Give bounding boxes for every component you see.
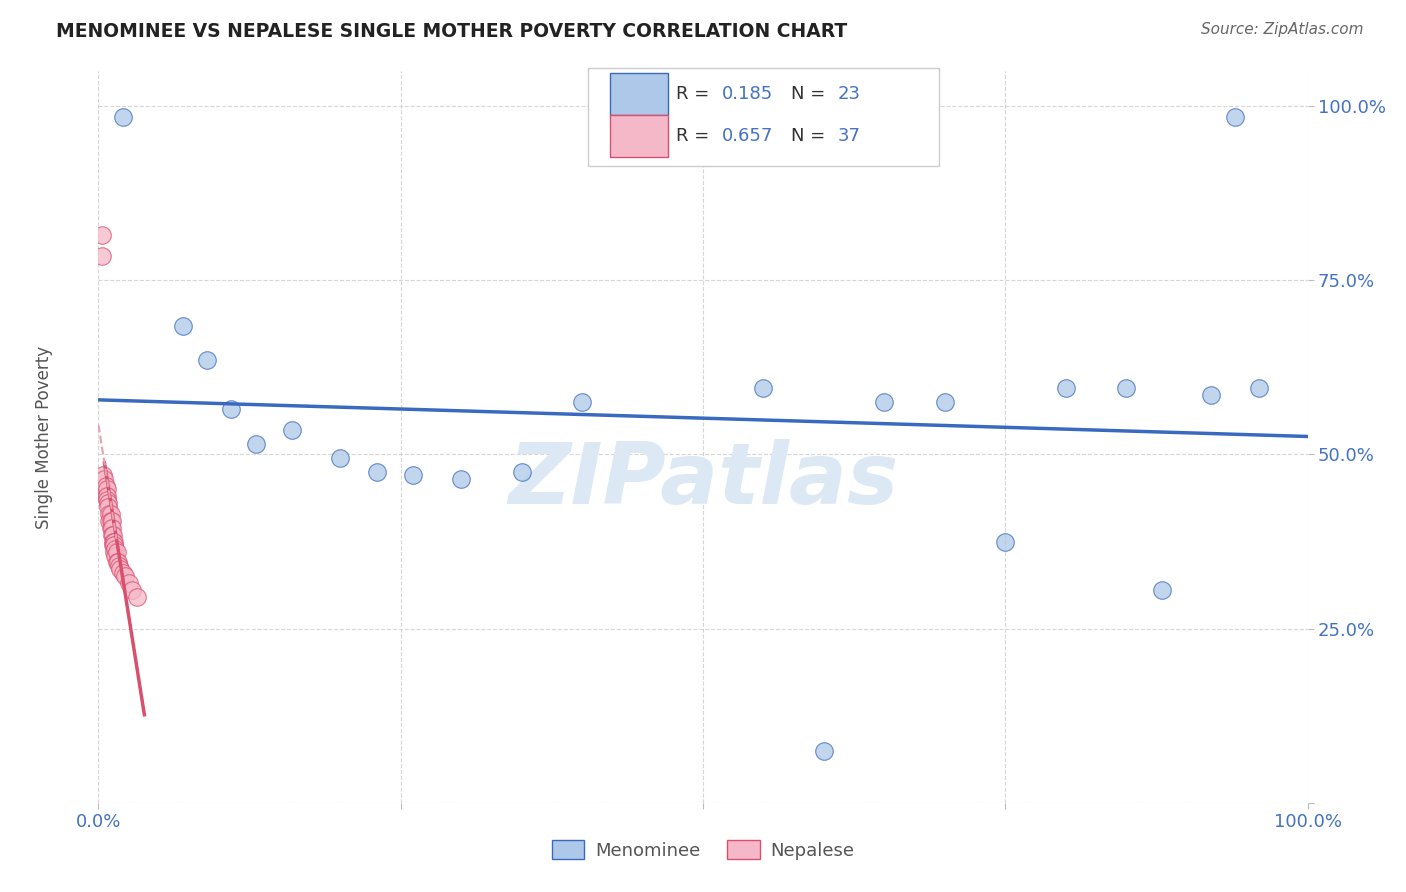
FancyBboxPatch shape	[610, 115, 668, 158]
Point	[329, 450, 352, 465]
Point	[93, 472, 115, 486]
Text: N =: N =	[792, 85, 831, 103]
Point	[101, 538, 124, 552]
Point	[1054, 381, 1077, 395]
Text: ZIPatlas: ZIPatlas	[508, 440, 898, 523]
Point	[103, 545, 125, 559]
Point	[450, 472, 472, 486]
Text: N =: N =	[792, 128, 831, 145]
Point	[934, 395, 956, 409]
Point	[96, 489, 118, 503]
Point	[97, 496, 120, 510]
Point	[1223, 110, 1246, 124]
Point	[752, 381, 775, 395]
Point	[1199, 388, 1222, 402]
Point	[97, 500, 120, 514]
Point	[103, 538, 125, 552]
Point	[91, 468, 114, 483]
Point	[104, 541, 127, 556]
Point	[245, 437, 267, 451]
Text: 37: 37	[837, 128, 860, 145]
Point	[571, 395, 593, 409]
Point	[101, 534, 124, 549]
Point	[94, 479, 117, 493]
Text: R =: R =	[676, 128, 716, 145]
Point	[108, 562, 131, 576]
FancyBboxPatch shape	[588, 68, 939, 167]
Point	[103, 534, 125, 549]
Point	[107, 556, 129, 570]
Point	[221, 402, 243, 417]
Point	[98, 507, 121, 521]
Point	[101, 527, 124, 541]
Point	[195, 353, 218, 368]
Point	[108, 558, 131, 573]
Point	[105, 545, 128, 559]
Text: R =: R =	[676, 85, 716, 103]
Point	[100, 521, 122, 535]
Point	[111, 566, 134, 580]
Point	[98, 514, 121, 528]
Point	[91, 228, 114, 243]
Text: 23: 23	[837, 85, 860, 103]
Legend: Menominee, Nepalese: Menominee, Nepalese	[544, 833, 862, 867]
Point	[114, 569, 136, 583]
Text: Single Mother Poverty: Single Mother Poverty	[35, 345, 53, 529]
Point	[100, 514, 122, 528]
Point	[100, 527, 122, 541]
Point	[281, 423, 304, 437]
Point	[1152, 583, 1174, 598]
Point	[813, 743, 835, 757]
Text: 0.185: 0.185	[723, 85, 773, 103]
Point	[96, 492, 118, 507]
Point	[105, 556, 128, 570]
Point	[100, 514, 122, 528]
Point	[91, 249, 114, 263]
Point	[111, 110, 134, 124]
Text: 0.657: 0.657	[723, 128, 773, 145]
Text: MENOMINEE VS NEPALESE SINGLE MOTHER POVERTY CORRELATION CHART: MENOMINEE VS NEPALESE SINGLE MOTHER POVE…	[56, 22, 848, 41]
Point	[127, 591, 149, 605]
Point	[873, 395, 896, 409]
Point	[96, 483, 118, 497]
Point	[100, 507, 122, 521]
Point	[94, 489, 117, 503]
Point	[172, 318, 194, 333]
Point	[402, 468, 425, 483]
Point	[510, 465, 533, 479]
Point	[994, 534, 1017, 549]
Point	[100, 521, 122, 535]
Text: Source: ZipAtlas.com: Source: ZipAtlas.com	[1201, 22, 1364, 37]
FancyBboxPatch shape	[610, 73, 668, 115]
Point	[1115, 381, 1137, 395]
Point	[121, 583, 143, 598]
Point	[118, 576, 141, 591]
Point	[104, 549, 127, 563]
Point	[1249, 381, 1271, 395]
Point	[366, 465, 388, 479]
